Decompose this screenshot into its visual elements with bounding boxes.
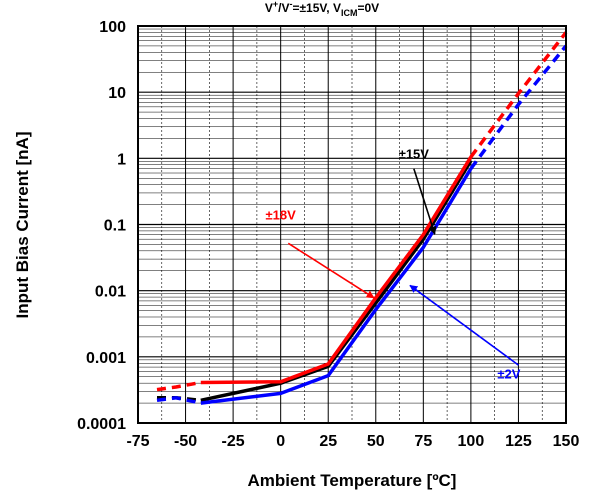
y-tick-label: 0.001 [86,350,126,367]
y-tick-label: 100 [99,19,126,36]
series-line-ff0000 [200,155,473,385]
annotation-label: ±15V [399,146,430,161]
y-axis-title: Input Bias Current [nA] [13,132,32,319]
series-dashed-0000ff [469,44,568,170]
annotation-arrow [409,284,519,366]
grid [137,26,567,424]
x-tick-label: -75 [126,433,149,450]
x-tick-label: 100 [458,433,485,450]
annotations: ±15V ±18V ±2V [266,146,521,381]
x-tick-label: 0 [276,433,285,450]
series-layer [156,31,568,405]
series-dashed-0000ff [156,396,202,405]
series-line-0000ff [200,167,473,405]
y-tick-label: 0.1 [104,218,126,235]
annotation-arrow [287,242,375,299]
x-axis-title: Ambient Temperature [ºC] [248,471,457,490]
x-tick-label: 150 [553,433,580,450]
y-tick-label: 0.0001 [77,416,126,433]
x-tick-label: -25 [222,433,245,450]
x-tick-label: 75 [414,433,432,450]
series-dashed-ff0000 [469,31,568,158]
x-tick-label: -50 [174,433,197,450]
y-tick-label: 1 [117,151,126,168]
annotation-label: ±2V [497,367,520,382]
tick-labels: -75 -50 -25 0 25 50 75 100 125 150 0.0001 0.001 0.01… [77,19,579,450]
plot-frame [137,25,567,424]
annotation-label: ±18V [266,207,297,222]
x-tick-label: 50 [367,433,385,450]
x-tick-label: 125 [505,433,532,450]
chart-title: V+/V-=±15V, VICM=0V [265,0,379,18]
annotation-arrow [413,168,437,235]
y-tick-label: 0.01 [95,284,126,301]
x-tick-label: 25 [319,433,337,450]
y-tick-label: 10 [108,85,126,102]
series-dashed-ff0000 [156,380,202,392]
